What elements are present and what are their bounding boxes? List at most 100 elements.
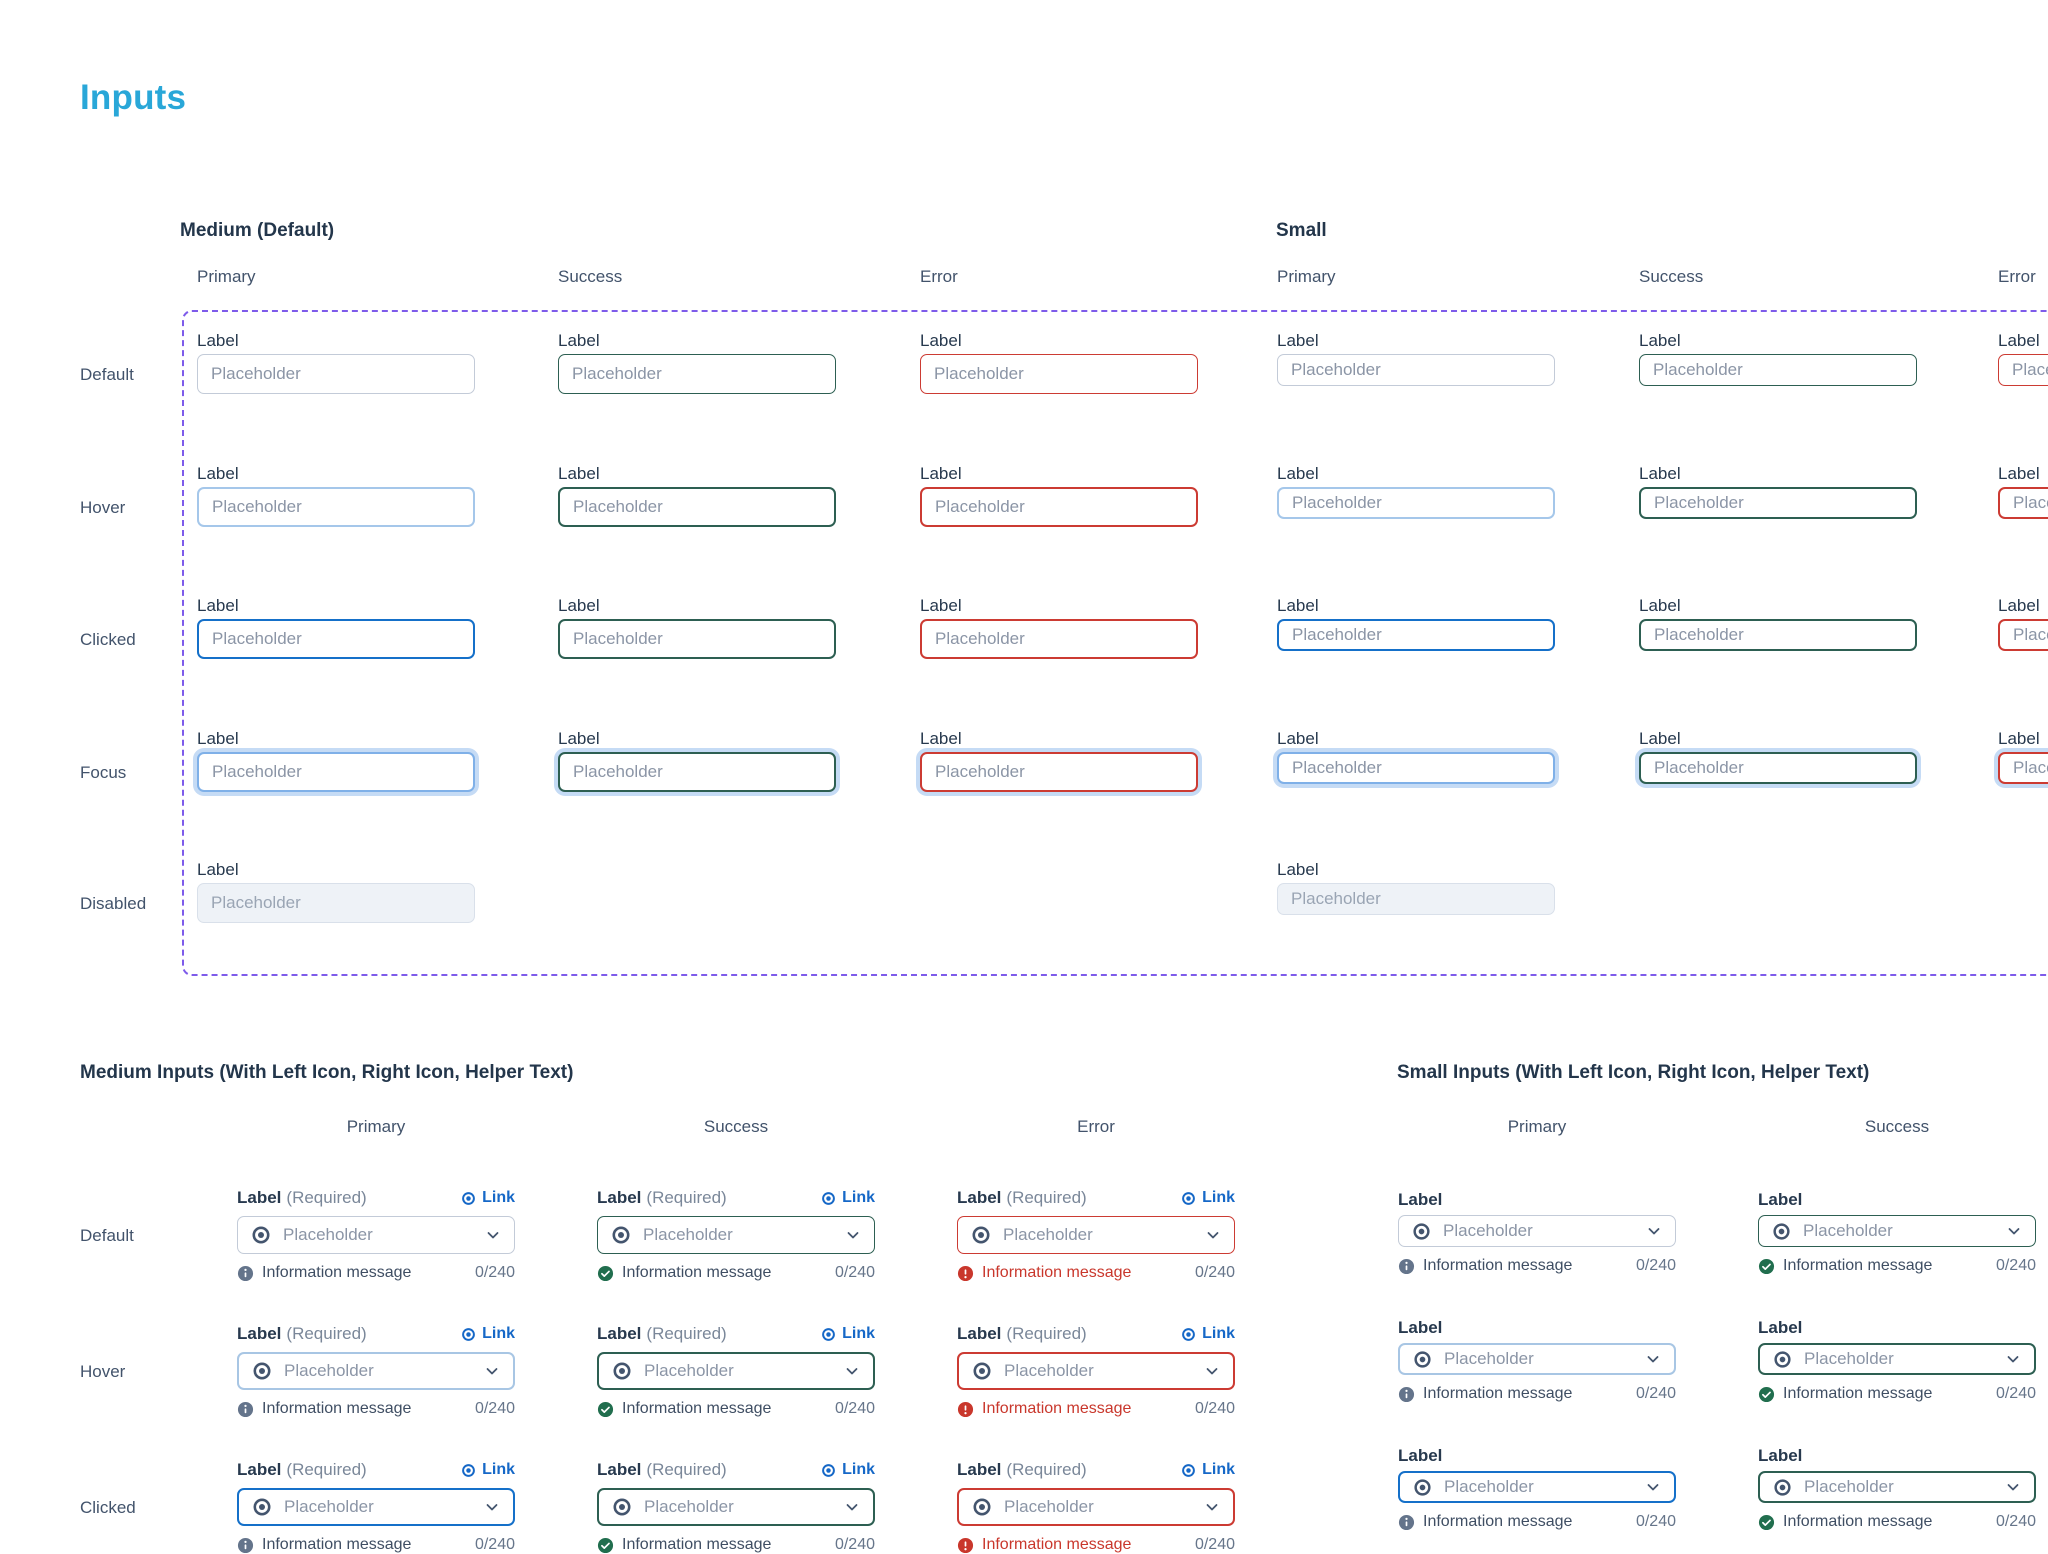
select-small-primary-hover[interactable]: Placeholder	[1398, 1343, 1676, 1375]
input-small-success-default[interactable]: Placeholder	[1639, 354, 1917, 386]
field-label: Label	[197, 596, 239, 615]
link[interactable]: Link	[461, 1189, 515, 1207]
input-small-error-focus[interactable]: Placeholder	[1998, 752, 2048, 784]
input-small-primary-hover[interactable]: Placeholder	[1277, 487, 1555, 519]
char-counter: 0/240	[1995, 1513, 2036, 1530]
field-label-text: Label	[957, 1324, 1002, 1343]
input-medium-success-focus[interactable]: Placeholder	[558, 752, 836, 792]
input-placeholder: Placeholder	[1292, 493, 1382, 512]
input-medium-primary-hover[interactable]: Placeholder	[197, 487, 475, 527]
select-small-success-hover[interactable]: Placeholder	[1758, 1343, 2036, 1375]
helper-text: Information message	[622, 1264, 772, 1281]
select-small-primary-clicked[interactable]: Placeholder	[1398, 1471, 1676, 1503]
helper-row: Information message 0/240	[1758, 1513, 2036, 1531]
row-label-default: Default	[80, 1226, 134, 1245]
chevron-down-icon	[486, 1368, 498, 1375]
required-hint: (Required)	[286, 1460, 367, 1479]
required-hint: (Required)	[646, 1188, 727, 1207]
eye-icon	[1182, 1191, 1195, 1205]
select-medium-error-hover[interactable]: Placeholder	[957, 1352, 1235, 1390]
input-medium-success-clicked[interactable]: Placeholder	[558, 619, 836, 659]
input-medium-primary-default[interactable]: Placeholder	[197, 354, 475, 394]
input-small-success-focus[interactable]: Placeholder	[1639, 752, 1917, 784]
link[interactable]: Link	[821, 1461, 875, 1479]
char-counter: 0/240	[834, 1536, 875, 1553]
select-small-success-clicked[interactable]: Placeholder	[1758, 1471, 2036, 1503]
cell-small-primary-default: Label Placeholder	[1277, 332, 1555, 386]
link[interactable]: Link	[821, 1325, 875, 1343]
select-small-primary-default[interactable]: Placeholder	[1398, 1215, 1676, 1247]
required-hint: (Required)	[1006, 1460, 1087, 1479]
field-label-row: Label	[1398, 1446, 1676, 1466]
char-counter: 0/240	[1194, 1400, 1235, 1417]
input-medium-error-clicked[interactable]: Placeholder	[920, 619, 1198, 659]
field-label: Label	[1758, 1446, 1802, 1466]
input-small-primary-default[interactable]: Placeholder	[1277, 354, 1555, 386]
select-medium-success-clicked[interactable]: Placeholder	[597, 1488, 875, 1526]
input-medium-error-focus[interactable]: Placeholder	[920, 752, 1198, 792]
chevron-down-icon	[1648, 1228, 1660, 1235]
required-hint: (Required)	[1006, 1188, 1087, 1207]
input-placeholder: Placeholder	[212, 629, 302, 648]
field-label: Label	[558, 464, 600, 483]
cell-medium-primary-hover: Label Placeholder	[197, 465, 475, 527]
select-medium-primary-clicked[interactable]: Placeholder	[237, 1488, 515, 1526]
select-placeholder: Placeholder	[1003, 1225, 1093, 1244]
link[interactable]: Link	[461, 1325, 515, 1343]
select-medium-error-default[interactable]: Placeholder	[957, 1216, 1235, 1254]
field-label-text: Label	[1398, 1190, 1443, 1209]
helper-row: Information message 0/240	[1398, 1257, 1676, 1275]
helper-text: Information message	[1783, 1513, 1933, 1530]
eye-icon	[973, 1362, 991, 1380]
info-icon	[237, 1401, 254, 1417]
input-placeholder: Placeholder	[212, 762, 302, 781]
group-title-small-icon-inputs: Small Inputs (With Left Icon, Right Icon…	[1397, 1062, 1870, 1083]
select-medium-error-clicked[interactable]: Placeholder	[957, 1488, 1235, 1526]
select-placeholder: Placeholder	[644, 1361, 734, 1380]
input-placeholder: Placeholder	[1292, 625, 1382, 644]
input-small-success-clicked[interactable]: Placeholder	[1639, 619, 1917, 651]
helper-text: Information message	[622, 1536, 772, 1553]
input-placeholder: Placeholder	[1291, 360, 1381, 379]
link[interactable]: Link	[821, 1189, 875, 1207]
link[interactable]: Link	[461, 1461, 515, 1479]
input-small-primary-clicked[interactable]: Placeholder	[1277, 619, 1555, 651]
select-medium-primary-default[interactable]: Placeholder	[237, 1216, 515, 1254]
eye-icon	[972, 1226, 990, 1244]
field-label-row: Label (Required) Link	[957, 1460, 1235, 1480]
input-placeholder: Placeholder	[573, 497, 663, 516]
input-medium-success-default[interactable]: Placeholder	[558, 354, 836, 394]
input-medium-primary-focus[interactable]: Placeholder	[197, 752, 475, 792]
input-placeholder: Placeholder	[1654, 625, 1744, 644]
input-small-error-clicked[interactable]: Placeholder	[1998, 619, 2048, 651]
link[interactable]: Link	[1181, 1189, 1235, 1207]
input-small-primary-focus[interactable]: Placeholder	[1277, 752, 1555, 784]
input-small-error-hover[interactable]: Placeholder	[1998, 487, 2048, 519]
icon-cell-medium-primary-clicked: Label (Required) Link Placeholder Informatio…	[237, 1460, 515, 1554]
eye-icon	[1182, 1327, 1195, 1341]
select-medium-success-default[interactable]: Placeholder	[597, 1216, 875, 1254]
input-small-error-default[interactable]: Placeholder	[1998, 354, 2048, 386]
field-label-row: Label	[1758, 1318, 2036, 1338]
chevron-down-icon	[487, 1232, 499, 1239]
input-medium-success-hover[interactable]: Placeholder	[558, 487, 836, 527]
field-label: Label (Required)	[237, 1324, 367, 1344]
input-medium-primary-clicked[interactable]: Placeholder	[197, 619, 475, 659]
select-placeholder: Placeholder	[1004, 1497, 1094, 1516]
select-small-success-default[interactable]: Placeholder	[1758, 1215, 2036, 1247]
chevron-down-icon	[846, 1504, 858, 1511]
input-placeholder: Placeholder	[2013, 758, 2048, 777]
helper-row: Information message 0/240	[957, 1400, 1235, 1418]
field-label: Label	[1639, 331, 1681, 350]
link[interactable]: Link	[1181, 1461, 1235, 1479]
input-medium-error-default[interactable]: Placeholder	[920, 354, 1198, 394]
char-counter: 0/240	[1194, 1264, 1235, 1281]
select-medium-primary-hover[interactable]: Placeholder	[237, 1352, 515, 1390]
cell-medium-error-clicked: Label Placeholder	[920, 597, 1198, 659]
link[interactable]: Link	[1181, 1325, 1235, 1343]
select-medium-success-hover[interactable]: Placeholder	[597, 1352, 875, 1390]
input-placeholder: Placeholder	[1291, 889, 1381, 908]
input-small-success-hover[interactable]: Placeholder	[1639, 487, 1917, 519]
input-medium-error-hover[interactable]: Placeholder	[920, 487, 1198, 527]
field-label-row: Label	[1758, 1446, 2036, 1466]
